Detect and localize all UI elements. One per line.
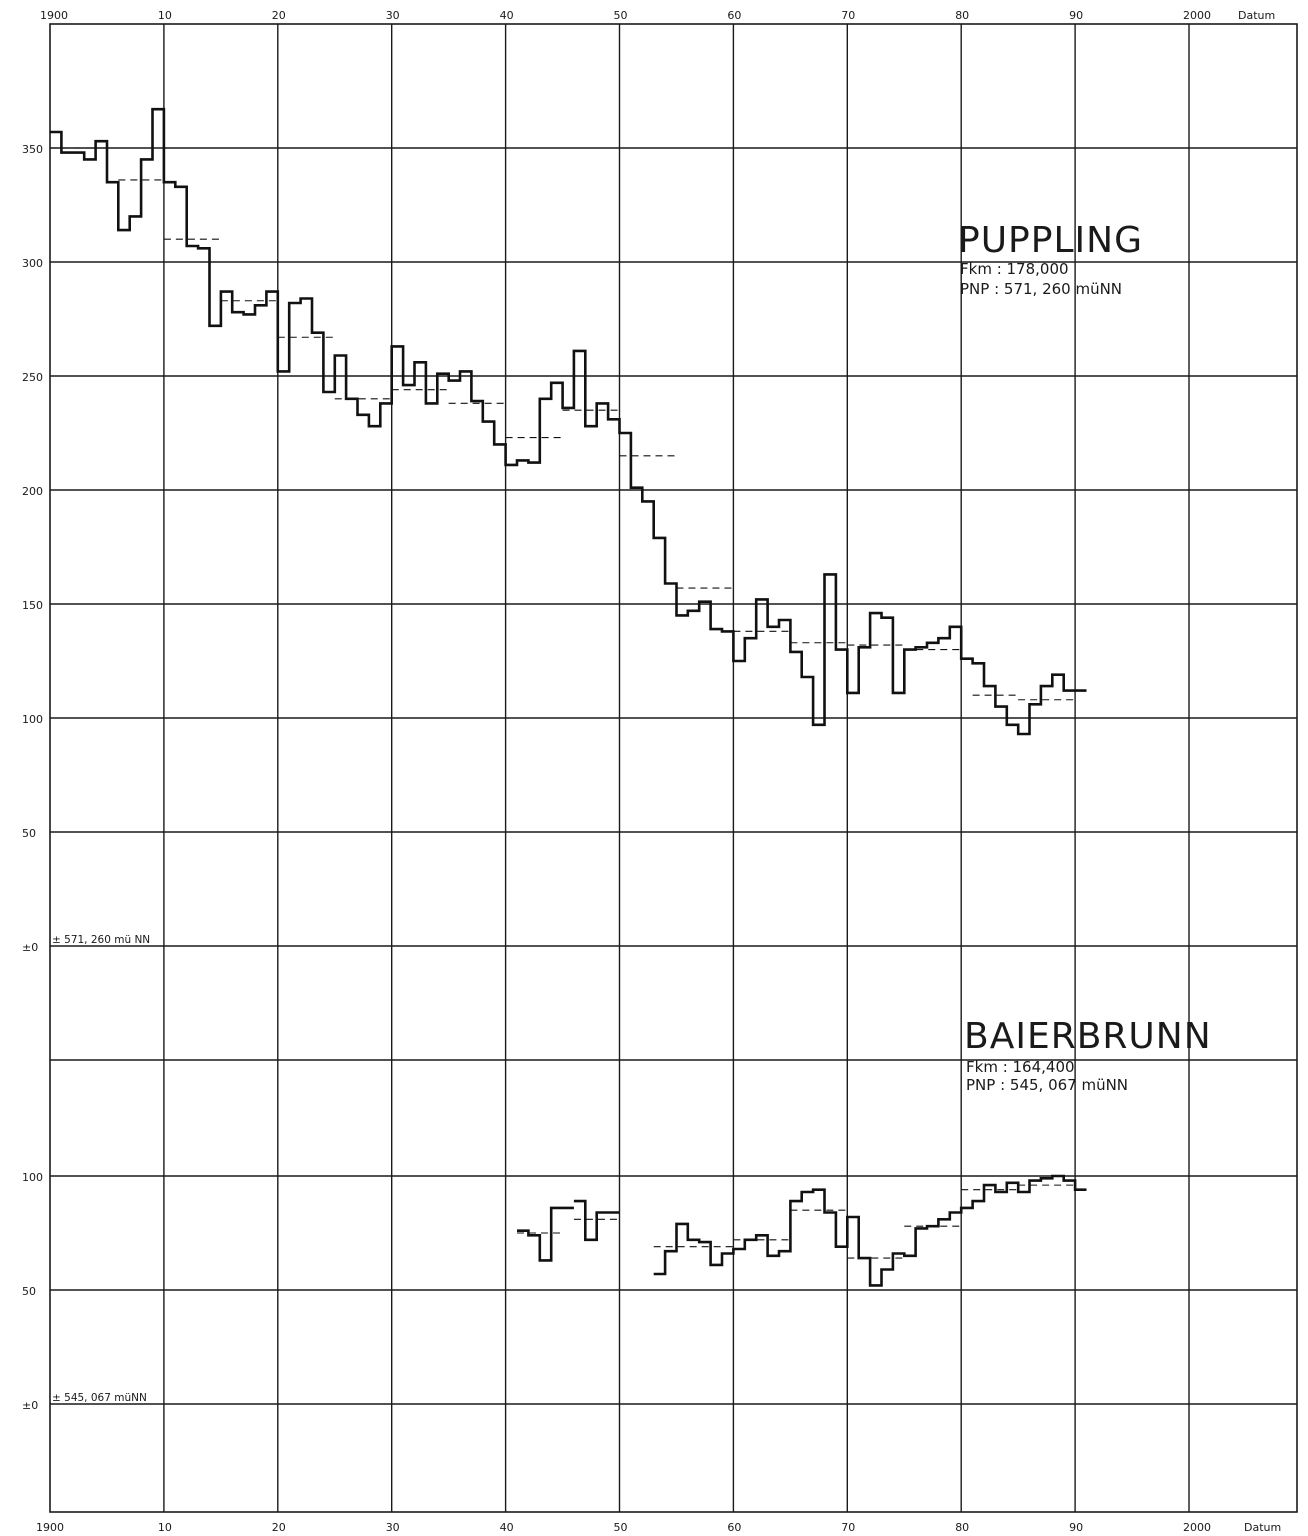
x-tick-label-bottom: 10	[158, 1521, 172, 1534]
y-tick-label-puppling: ±0	[22, 941, 38, 954]
series-line-baierbrunn	[517, 1206, 574, 1262]
x-tick-label-top: 1900	[40, 9, 68, 22]
tick-labels: 1900 1900 10 10 20 20 30 30 40 40 50 50 60 60 70 70 80 80…	[22, 9, 1281, 1534]
pnp-label-puppling: PNP : 571, 260 müNN	[960, 280, 1122, 298]
x-tick-label-top: 90	[1069, 9, 1083, 22]
series-lines	[50, 107, 1087, 1287]
x-unit-label-top: Datum	[1238, 9, 1275, 22]
x-tick-label-top: 50	[614, 9, 628, 22]
y-tick-label-baierbrunn: ±0	[22, 1399, 38, 1412]
reference-label-puppling: ± 571, 260 mü NN	[52, 934, 150, 946]
series-line-puppling	[50, 107, 1087, 736]
y-tick-label-puppling: 150	[22, 599, 43, 612]
x-tick-label-top: 30	[386, 9, 400, 22]
plot-frame	[49, 23, 1298, 1513]
series-line-baierbrunn	[653, 1174, 1087, 1287]
x-tick-label-bottom: 30	[386, 1521, 400, 1534]
fkm-label-baierbrunn: Fkm : 164,400	[966, 1058, 1075, 1076]
chart-title-baierbrunn: BAIERBRUNN	[964, 1016, 1212, 1057]
y-tick-label-puppling: 50	[22, 827, 36, 840]
pnp-label-baierbrunn: PNP : 545, 067 müNN	[966, 1076, 1128, 1094]
x-tick-label-top: 40	[500, 9, 514, 22]
y-tick-label-puppling: 300	[22, 257, 43, 270]
chart-title-puppling: PUPPLING	[958, 220, 1143, 261]
y-tick-label-puppling: 350	[22, 143, 43, 156]
x-tick-label-bottom: 2000	[1183, 1521, 1211, 1534]
x-tick-label-top: 2000	[1183, 9, 1211, 22]
fkm-label-puppling: Fkm : 178,000	[960, 260, 1069, 278]
x-tick-label-bottom: 1900	[36, 1521, 64, 1534]
x-tick-label-top: 80	[955, 9, 969, 22]
x-tick-label-bottom: 50	[614, 1521, 628, 1534]
x-tick-label-bottom: 20	[272, 1521, 286, 1534]
reference-label-baierbrunn: ± 545, 067 müNN	[52, 1392, 147, 1404]
period-mean-lines	[50, 147, 1076, 1259]
x-unit-label-bottom: Datum	[1244, 1521, 1281, 1534]
y-tick-label-puppling: 250	[22, 371, 43, 384]
x-tick-label-top: 10	[158, 9, 172, 22]
y-tick-label-puppling: 100	[22, 713, 43, 726]
x-tick-label-top: 20	[272, 9, 286, 22]
x-tick-label-bottom: 90	[1069, 1521, 1083, 1534]
x-tick-label-bottom: 40	[500, 1521, 514, 1534]
x-tick-label-bottom: 70	[841, 1521, 855, 1534]
y-tick-label-baierbrunn: 100	[22, 1171, 43, 1184]
y-tick-label-puppling: 200	[22, 485, 43, 498]
series-line-baierbrunn	[573, 1199, 620, 1242]
grid	[49, 23, 1298, 1513]
x-tick-label-bottom: 60	[727, 1521, 741, 1534]
y-tick-label-baierbrunn: 50	[22, 1285, 36, 1298]
x-tick-label-bottom: 80	[955, 1521, 969, 1534]
x-tick-label-top: 70	[841, 9, 855, 22]
x-tick-label-top: 60	[727, 9, 741, 22]
